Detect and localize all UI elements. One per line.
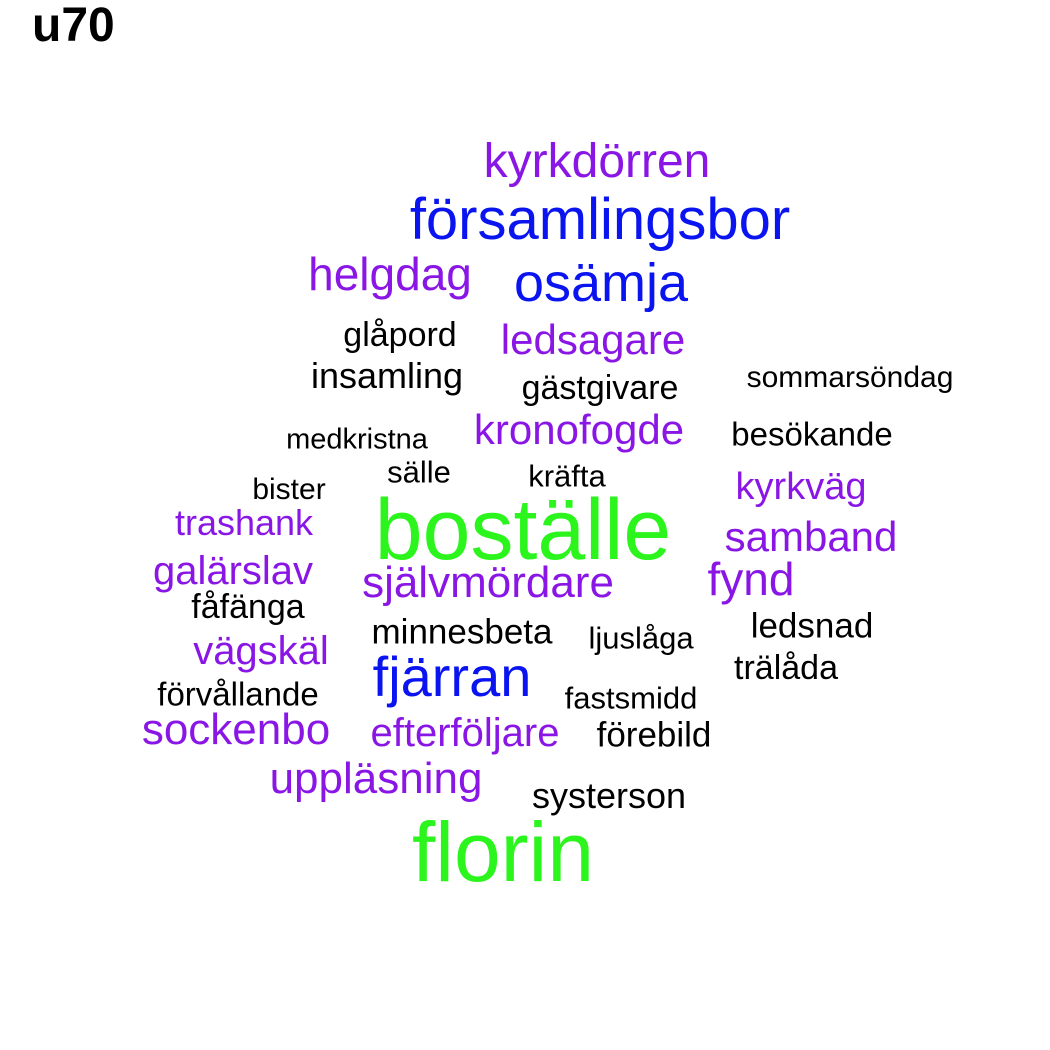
word-10: kronofogde — [473, 406, 685, 453]
word-11: besökande — [731, 415, 893, 453]
word-35: systerson — [531, 775, 687, 816]
word-2: helgdag — [308, 248, 472, 300]
word-14: bister — [252, 473, 326, 506]
word-20: självmördare — [362, 558, 614, 607]
word-15: kyrkväg — [735, 466, 867, 508]
word-19: galärslav — [152, 549, 314, 593]
word-29: förvållande — [157, 675, 319, 713]
word-0: kyrkdörren — [483, 135, 711, 188]
word-12: sälle — [387, 454, 451, 490]
word-25: ledsnad — [750, 606, 874, 646]
word-32: efterföljare — [370, 711, 560, 755]
word-16: trashank — [174, 502, 314, 543]
word-5: ledsagare — [500, 316, 686, 363]
word-30: fastsmidd — [564, 680, 698, 716]
word-26: vägskäl — [193, 629, 329, 673]
word-4: glåpord — [343, 316, 457, 354]
word-27: fjärran — [372, 645, 532, 708]
word-34: uppläsning — [269, 754, 483, 803]
word-7: gästgivare — [521, 369, 679, 407]
word-28: trälåda — [734, 649, 838, 687]
word-17: boställe — [374, 482, 672, 578]
plot-title: u70 — [32, 0, 115, 52]
word-24: ljuslåga — [588, 620, 694, 656]
word-9: medkristna — [286, 423, 428, 456]
word-31: sockenbo — [141, 705, 331, 754]
word-13: kräfta — [528, 458, 606, 494]
word-8: sommarsöndag — [746, 361, 954, 394]
word-36: florin — [411, 805, 595, 899]
word-18: samband — [724, 513, 898, 560]
word-21: fynd — [707, 553, 795, 605]
word-33: förebild — [596, 715, 712, 755]
word-3: osämja — [513, 253, 689, 313]
word-1: församlingsbor — [409, 187, 791, 252]
word-22: fåfänga — [191, 588, 305, 626]
word-6: insamling — [310, 355, 464, 396]
word-23: minnesbeta — [371, 612, 553, 652]
